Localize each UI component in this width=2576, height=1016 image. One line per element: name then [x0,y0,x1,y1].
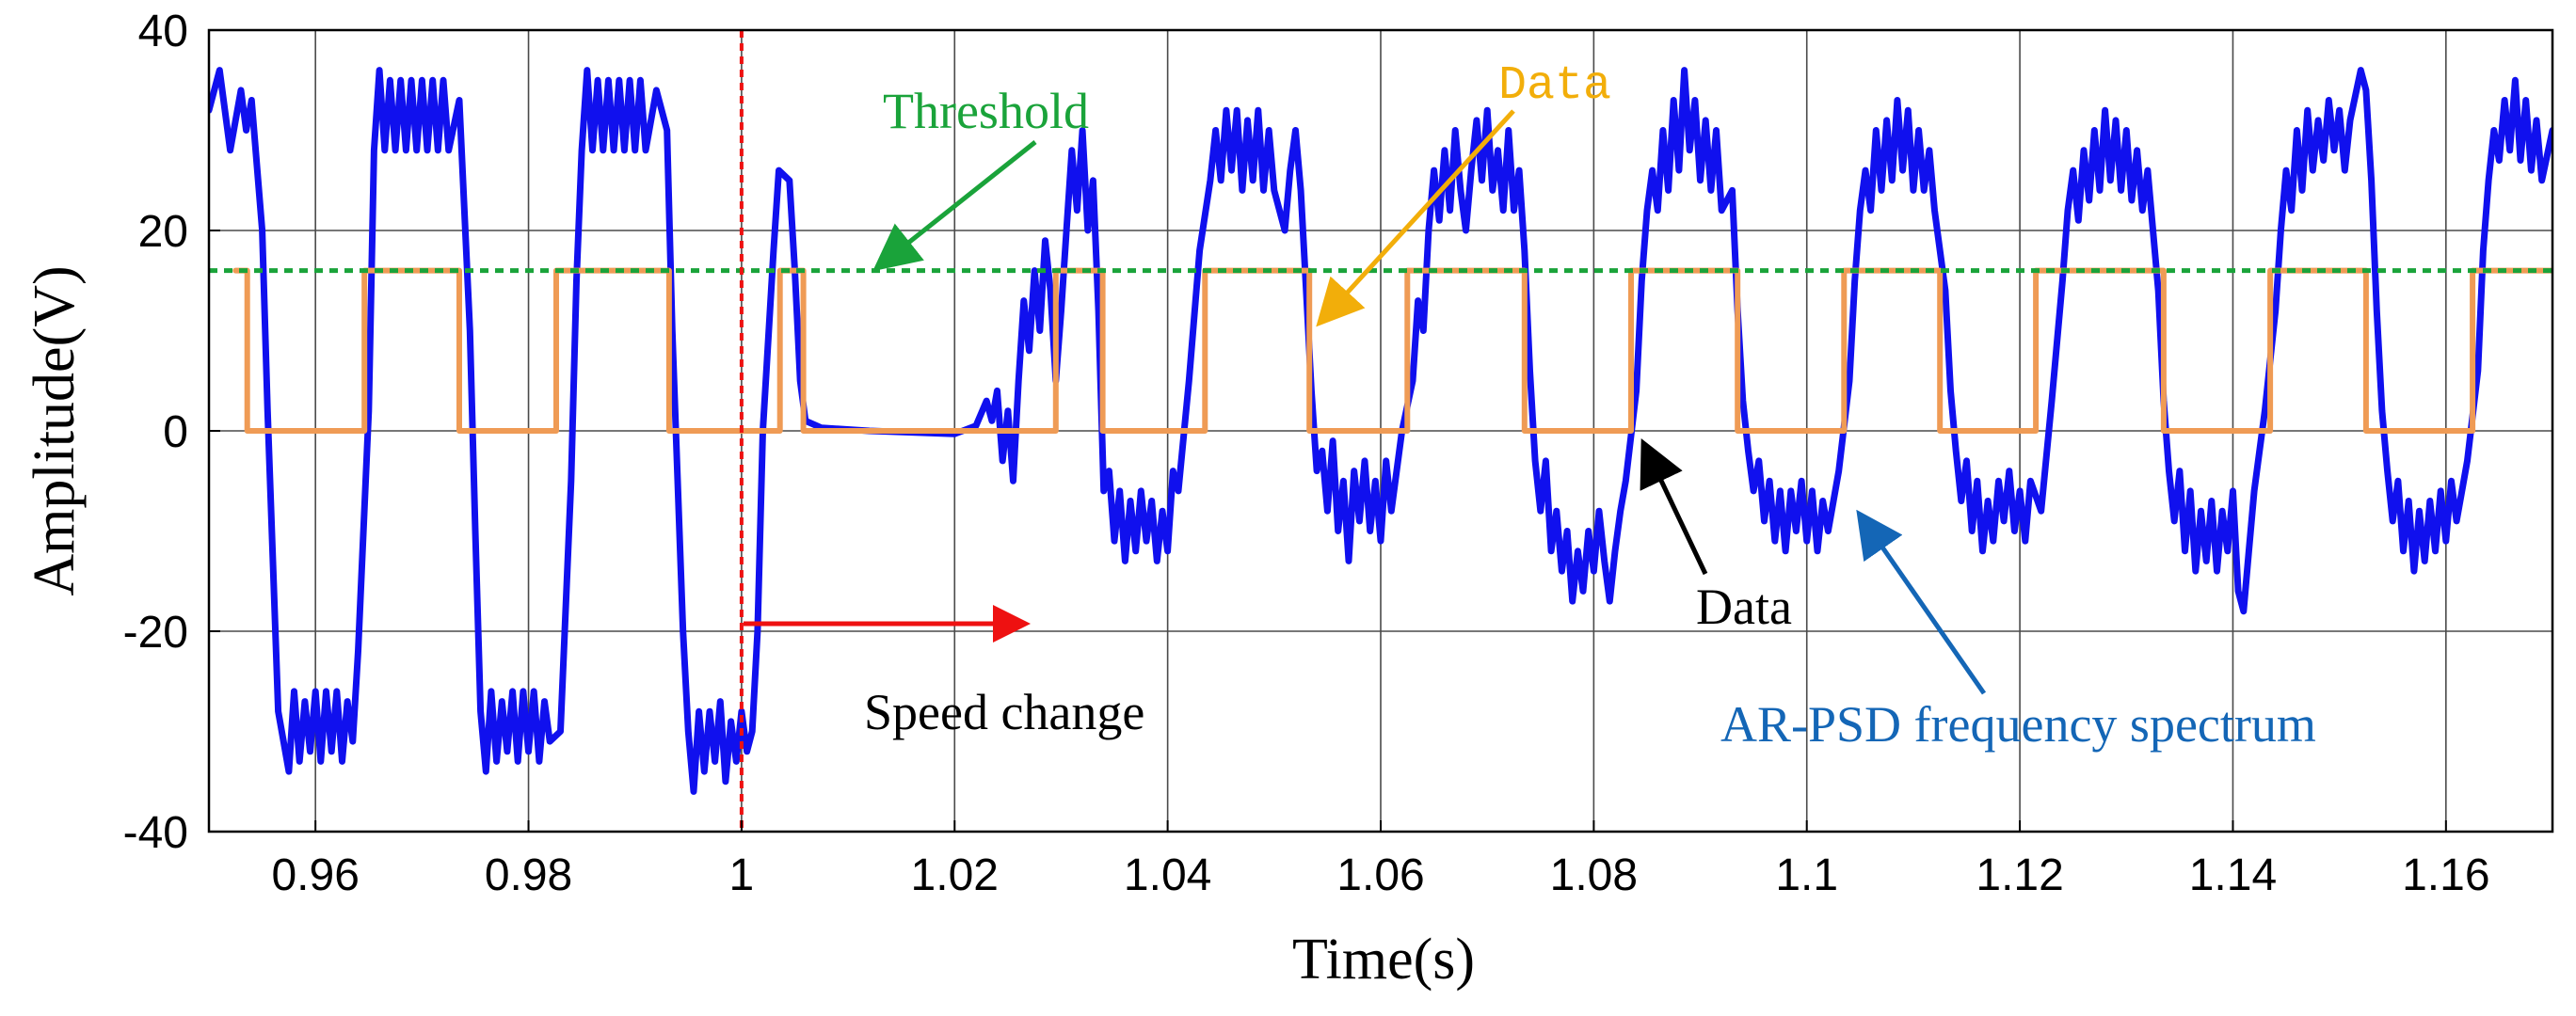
data-annotation-bottom: Data [1696,579,1792,635]
x-tick-label: 1.04 [1124,850,1211,900]
x-tick-label: 1.1 [1775,850,1838,900]
x-tick-label: 0.96 [271,850,359,900]
threshold-annotation: Threshold [883,83,1089,139]
x-tick-label: 1.12 [1976,850,2063,900]
data-arrow-bottom [1640,437,1708,576]
data-series-line [232,267,2552,434]
axis-ticks: 0.96 0.98 1 1.02 1.04 1.06 1.08 1.1 1.12 1.14 1.16… [123,7,2490,900]
x-tick-label: 1.14 [2189,850,2277,900]
y-tick-label: 0 [163,407,188,457]
x-tick-label: 1.06 [1336,850,1424,900]
series-layer [209,67,2552,795]
x-tick-label: 1.16 [2402,850,2489,900]
x-tick-label: 1.02 [911,850,999,900]
spectrum-annotation: AR-PSD frequency spectrum [1720,696,2316,753]
y-tick-label: -20 [123,608,188,658]
spectrum-series-line [209,67,2552,795]
y-tick-label: 20 [138,207,188,257]
y-tick-label: -40 [123,808,188,858]
x-tick-label: 0.98 [485,850,572,900]
y-tick-label: 40 [138,7,188,56]
x-tick-label: 1.08 [1550,850,1638,900]
threshold-arrow [872,140,1037,272]
reference-lines [209,30,2552,832]
data-annotation-top: Data [1498,59,1611,113]
y-axis-title: Amplitude(V) [23,265,87,595]
x-tick-label: 1 [729,850,755,900]
data-arrow-top [1316,109,1515,327]
spectrum-arrow [1856,509,1987,695]
x-axis-title: Time(s) [1292,928,1475,992]
speed-change-annotation: Speed change [864,684,1144,740]
